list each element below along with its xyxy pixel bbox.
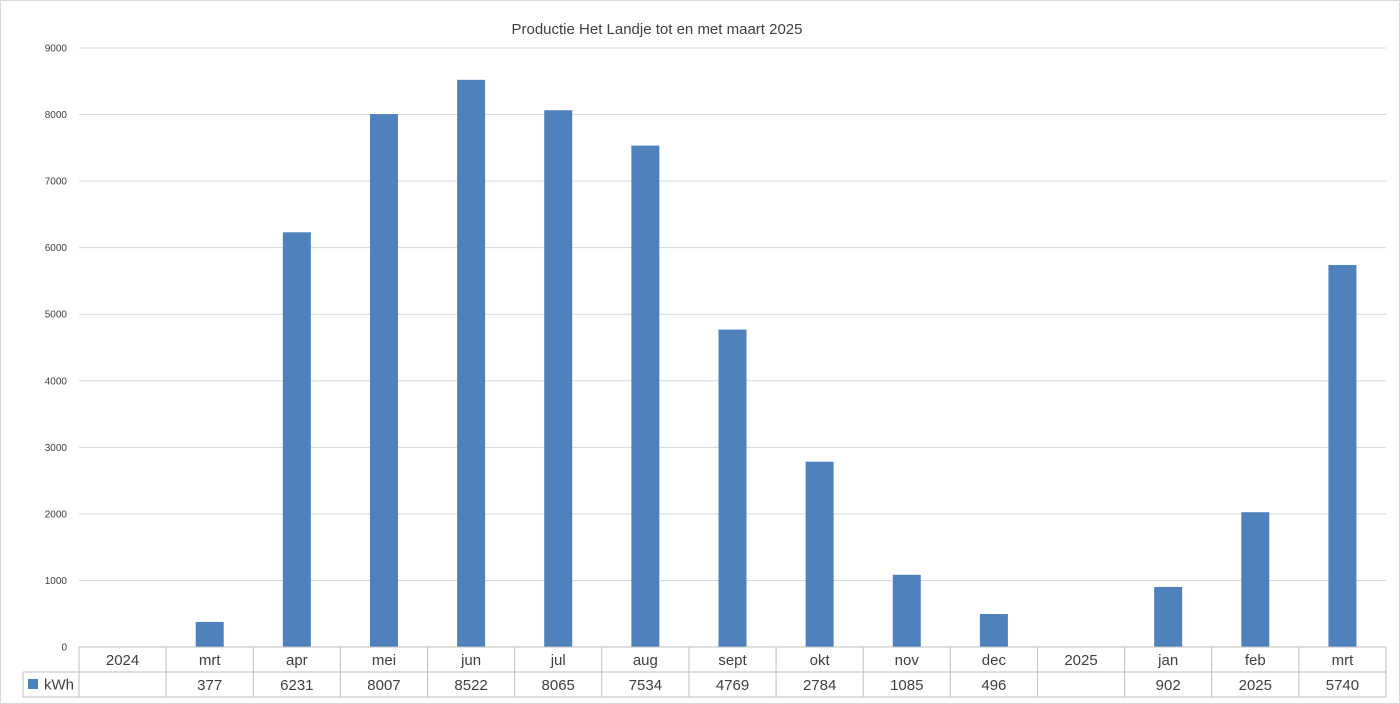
- category-label: apr: [286, 652, 308, 669]
- value-label: 496: [981, 677, 1006, 694]
- category-label: feb: [1245, 652, 1266, 669]
- y-tick-label: 9000: [45, 44, 68, 55]
- bar-apr: [282, 232, 311, 647]
- y-tick-label: 0: [61, 643, 67, 654]
- value-label: 8522: [454, 677, 487, 694]
- y-tick-label: 8000: [45, 110, 68, 121]
- bar-okt: [805, 461, 834, 647]
- y-tick-label: 5000: [45, 310, 68, 321]
- value-label: 8007: [367, 677, 400, 694]
- bar-mei: [369, 114, 398, 648]
- bar-aug: [631, 145, 660, 648]
- bar-mrt: [1328, 264, 1357, 647]
- y-tick-label: 1000: [45, 576, 68, 587]
- value-label: 902: [1156, 677, 1181, 694]
- category-label: nov: [895, 652, 920, 669]
- value-label: 1085: [890, 677, 923, 694]
- bar-dec: [979, 613, 1008, 647]
- category-label: jan: [1157, 652, 1178, 669]
- value-label: 7534: [629, 677, 662, 694]
- bar-jun: [457, 79, 486, 648]
- bar-mrt: [195, 621, 224, 647]
- value-label: 6231: [280, 677, 313, 694]
- bar-feb: [1241, 512, 1270, 647]
- data-table: kWh 2024 mrt 377 apr 6231 mei 8007 jun 8522 jul 806…: [22, 646, 1387, 698]
- y-tick-label: 7000: [45, 177, 68, 188]
- y-tick-label: 3000: [45, 443, 68, 454]
- category-label: mei: [372, 652, 396, 669]
- bar-sept: [718, 329, 747, 647]
- y-tick-label: 4000: [45, 376, 68, 387]
- bar-nov: [892, 574, 921, 647]
- category-label: okt: [810, 652, 831, 669]
- y-axis-ticks: 0 1000 2000 3000 4000 5000 6000 7000 8000 9000: [45, 44, 68, 654]
- category-label: jun: [460, 652, 481, 669]
- category-label: 2024: [106, 652, 139, 669]
- chart-title: Productie Het Landje tot en met maart 20…: [511, 21, 802, 38]
- value-label: 5740: [1326, 677, 1359, 694]
- category-label: 2025: [1064, 652, 1097, 669]
- category-label: aug: [633, 652, 658, 669]
- value-label: 377: [197, 677, 222, 694]
- bar-jul: [544, 110, 573, 648]
- y-tick-label: 2000: [45, 509, 68, 520]
- category-label: jul: [550, 652, 566, 669]
- legend-label: kWh: [44, 677, 74, 694]
- bar-jan: [1154, 586, 1183, 647]
- category-label: mrt: [199, 652, 221, 669]
- category-label: sept: [718, 652, 747, 669]
- y-tick-label: 6000: [45, 243, 68, 254]
- value-label: 2025: [1239, 677, 1272, 694]
- bars: [195, 79, 1357, 648]
- value-label: 2784: [803, 677, 836, 694]
- value-label: 4769: [716, 677, 749, 694]
- category-label: dec: [982, 652, 1007, 669]
- category-label: mrt: [1332, 652, 1354, 669]
- legend-swatch: [28, 679, 38, 689]
- value-label: 8065: [542, 677, 575, 694]
